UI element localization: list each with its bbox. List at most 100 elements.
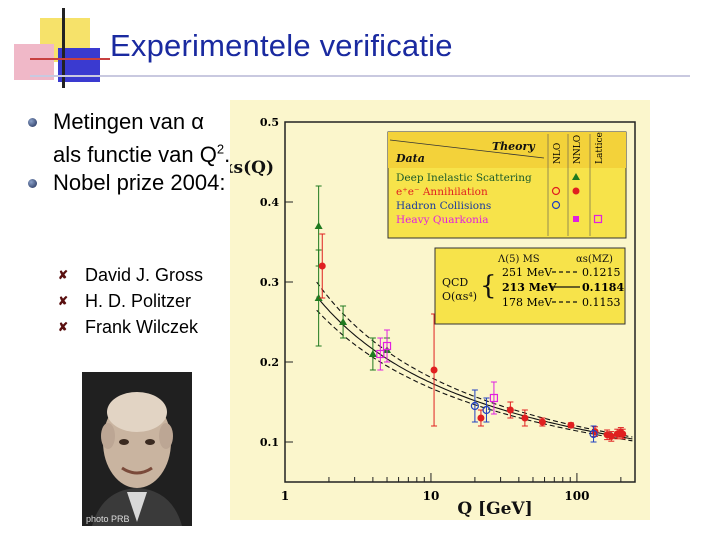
marker-circle — [318, 262, 326, 270]
y-tick-label: 0.2 — [260, 356, 279, 369]
axis-ticks: 0.1 0.2 0.3 0.4 0.5 1 10 100 — [260, 116, 622, 503]
bullet-dot-icon — [28, 179, 37, 189]
x-tick-label: 10 — [423, 489, 440, 503]
data-point — [489, 381, 499, 415]
marker-open-circle — [551, 186, 561, 196]
marker-circle — [430, 366, 438, 374]
marker-circle — [521, 414, 529, 422]
y-tick-label: 0.1 — [260, 436, 279, 449]
marker-triangle — [368, 350, 377, 357]
marker-circle — [572, 187, 580, 195]
marker-open-circle — [482, 405, 491, 415]
bullet-dot-icon — [28, 118, 37, 127]
bullet-text-nobel: Nobel prize 2004: — [53, 170, 226, 196]
qcd-lambda: 251 MeV — [502, 266, 553, 279]
legend-header-theory: Theory — [492, 140, 536, 153]
bullet-list: Metingen van α als functie van Q2. Nobel… — [28, 108, 238, 197]
marker-circle — [607, 432, 615, 440]
marker-circle — [538, 418, 546, 426]
data-point — [339, 305, 348, 339]
legend-marker — [573, 216, 579, 222]
bullet-item: Metingen van α als functie van Q2. — [28, 108, 238, 169]
qcd-order-label: O(αs⁴) — [442, 290, 477, 303]
y-axis-label: αs(Q) — [230, 158, 274, 178]
plot-frame — [284, 121, 636, 483]
qcd-rows: 251 MeV 0.1215 213 MeV 0.1184 178 MeV 0.1153 — [502, 266, 624, 309]
marker-circle — [477, 414, 485, 422]
qcd-brace: { — [480, 271, 497, 301]
laureate-name: Frank Wilczek — [85, 317, 199, 337]
data-point — [521, 409, 529, 427]
laureate-name: H. D. Politzer — [85, 291, 192, 311]
data-point — [538, 417, 546, 427]
legend-header-diagonal — [389, 139, 545, 159]
portrait-photo: photo PRB — [82, 372, 192, 526]
marker-square — [489, 393, 499, 403]
marker-open-circle — [551, 200, 561, 210]
theory-curve-dashed — [316, 281, 633, 438]
qcd-legend: QCD O(αs⁴) { Λ(5) MS αs(MZ) 251 MeV 0.121… — [434, 247, 626, 325]
sub-bullet-item: ✘ Frank Wilczek — [58, 314, 203, 340]
sub-bullet-item: ✘ H. D. Politzer — [58, 288, 203, 314]
deco-horizontal-line — [30, 58, 110, 60]
qcd-alpha: 0.1184 — [582, 281, 624, 294]
data-point — [318, 233, 326, 299]
marker-triangle — [314, 294, 323, 301]
photo-caption: photo PRB — [86, 514, 130, 524]
y-tick-label: 0.3 — [260, 276, 279, 289]
marker-circle — [567, 421, 575, 429]
data-point — [376, 337, 385, 371]
qcd-lambda: 213 MeV — [502, 281, 557, 294]
chart-svg: 0.1 0.2 0.3 0.4 0.5 1 10 100 αs(Q) Q [GeV] Data… — [220, 100, 650, 520]
legend-header-data: Data — [395, 152, 425, 165]
bullet-item: Nobel prize 2004: — [28, 169, 238, 197]
x-tick-label: 1 — [281, 489, 289, 503]
marker-square — [382, 341, 392, 351]
legend-entry-label: Deep Inelastic Scattering — [396, 172, 532, 184]
qcd-alpha: 0.1215 — [582, 266, 621, 279]
data-point — [382, 329, 392, 363]
alpha-s-chart: 0.1 0.2 0.3 0.4 0.5 1 10 100 αs(Q) Q [GeV] Data… — [220, 100, 650, 520]
marker-square — [376, 349, 385, 359]
y-tick-label: 0.5 — [260, 116, 279, 129]
x-mark-icon: ✘ — [58, 294, 69, 308]
marker-circle — [506, 406, 514, 414]
laureates-list: ✘ David J. Gross ✘ H. D. Politzer ✘ Frank W… — [58, 262, 203, 340]
data-point — [619, 428, 627, 440]
theory-column-label: NNLO — [573, 135, 583, 164]
data-point — [368, 337, 377, 371]
qcd-alpha: 0.1153 — [582, 296, 621, 309]
legend-header — [388, 132, 626, 168]
theory-column-label: NLO — [553, 143, 563, 164]
x-mark-icon: ✘ — [58, 268, 69, 282]
data-point — [482, 397, 491, 423]
legend-entry-label: Hadron Collisions — [396, 200, 491, 212]
title-underline — [30, 75, 690, 77]
legend-entries: Deep Inelastic Scattering e⁺e⁻ Annihilati… — [396, 172, 603, 226]
portrait-image: photo PRB — [82, 372, 192, 526]
data-point — [477, 409, 485, 427]
x-axis-label: Q [GeV] — [457, 499, 532, 519]
qcd-col1-header: Λ(5) MS — [497, 254, 540, 265]
legend-entry-label: e⁺e⁻ Annihilation — [396, 186, 488, 198]
data-point — [314, 249, 323, 347]
qcd-box — [434, 247, 626, 325]
marker-triangle — [314, 222, 323, 229]
marker-square — [593, 214, 603, 224]
data-point — [607, 431, 615, 442]
laureate-name: David J. Gross — [85, 265, 204, 285]
marker-circle — [619, 430, 627, 438]
y-tick-label: 0.4 — [260, 196, 279, 209]
data-points — [314, 185, 627, 443]
bullet-text-measurements: Metingen van α als functie van Q2. — [53, 109, 231, 168]
marker-triangle — [572, 173, 580, 180]
sub-bullet-item: ✘ David J. Gross — [58, 262, 203, 288]
data-point — [567, 421, 575, 429]
slide-title: Experimentele verificatie — [110, 28, 453, 63]
marker-triangle — [339, 318, 348, 325]
marker-open-circle — [470, 401, 479, 411]
qcd-label: QCD — [442, 276, 468, 289]
theory-columns: NLO NNLO Lattice — [547, 132, 605, 236]
marker-open-circle — [589, 429, 598, 439]
data-legend: Data Theory NLO NNLO Lattice Deep Inelasti… — [387, 131, 627, 239]
